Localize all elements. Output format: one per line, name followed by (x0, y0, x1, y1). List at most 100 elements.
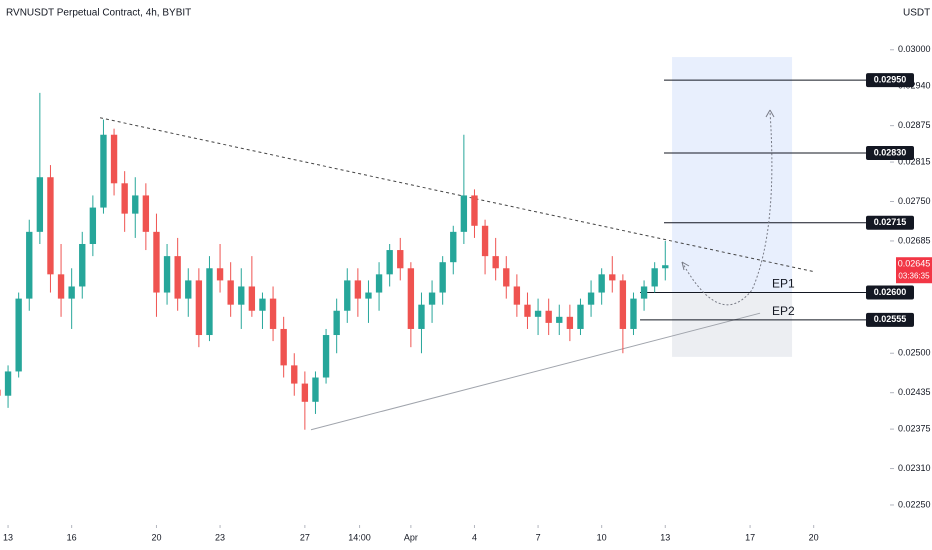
candle-body (153, 231, 160, 293)
level-tag (866, 285, 914, 300)
candle-body (312, 377, 319, 402)
candle-body (418, 304, 425, 329)
x-tick-label: 4 (472, 532, 477, 542)
level-tag (866, 312, 914, 327)
candle-body (375, 274, 383, 293)
candle-body (619, 280, 627, 329)
candle-body (195, 280, 203, 336)
axes: 0.03000 0.02940 0.02875 0.02815 0.02750 0.026… (3, 44, 932, 542)
last-price-tag (896, 257, 932, 284)
x-tick-label: 13 (3, 532, 13, 542)
candle-body (556, 316, 563, 323)
candle-body (100, 134, 107, 208)
candle-body (110, 134, 118, 184)
zone (672, 57, 793, 294)
candle-body (471, 195, 478, 226)
level-tag (866, 73, 914, 88)
candle-body (0, 389, 1, 396)
candle-body (291, 365, 298, 384)
candle-body (354, 280, 362, 299)
candle-body (450, 231, 457, 263)
candle-body (630, 298, 637, 329)
x-tick-label: 20 (151, 532, 161, 542)
y-tick-label: 0.02815 (898, 156, 931, 166)
candle-body (163, 256, 171, 293)
candle-body (132, 195, 139, 214)
candle-body (238, 286, 245, 305)
chart-title: RVNUSDT Perpetual Contract, 4h, BYBIT (6, 8, 191, 19)
candle-body (662, 265, 669, 269)
candle-body (640, 286, 648, 299)
candle-body (481, 225, 489, 257)
y-tick-label: 0.02250 (898, 499, 931, 509)
level-name: EP2 (772, 304, 795, 318)
candle-body (397, 250, 404, 269)
candle-body (269, 298, 277, 329)
y-tick-label: 0.03000 (898, 44, 931, 54)
level-tag (866, 215, 914, 230)
candle-body (428, 292, 436, 305)
level-tag-label: 0.02600 (874, 287, 907, 297)
candle-body (609, 274, 616, 281)
candle-body (503, 268, 510, 287)
candle-body (566, 316, 574, 329)
candle-body (121, 183, 128, 214)
y-tick-label: 0.02500 (898, 348, 931, 358)
candle-body (333, 310, 340, 336)
candle-body (79, 243, 86, 287)
candle-body (216, 268, 224, 281)
drawings: EP1 EP2 (99, 79, 890, 431)
candle-body (174, 256, 181, 299)
y-tick-label: 0.02435 (898, 387, 931, 397)
level-tag-label: 0.02555 (874, 314, 907, 324)
candle-body (301, 383, 309, 402)
candle-body (248, 286, 256, 311)
countdown-label: 03:36:35 (898, 271, 930, 280)
y-tick-label: 0.02310 (898, 463, 931, 473)
level-tag-label: 0.02715 (874, 217, 907, 227)
candle-body (344, 280, 351, 311)
candle-body (227, 280, 234, 305)
trendline (310, 312, 761, 431)
x-tick-label: 23 (215, 532, 225, 542)
candle-body (460, 195, 468, 232)
y-tick-label: 0.02940 (898, 81, 931, 91)
candle-body (57, 274, 65, 299)
candle-body (598, 274, 605, 293)
level-tag-label: 0.02830 (874, 147, 907, 157)
zones (672, 57, 793, 357)
candle-body (4, 371, 12, 396)
level-tag (866, 145, 914, 160)
candle-body (68, 286, 75, 299)
candle-body (651, 268, 658, 287)
last-price-label: 0.02645 (898, 259, 931, 269)
level-name: EP1 (772, 277, 795, 291)
x-tick-label: 7 (536, 532, 541, 542)
candle-body (534, 310, 542, 317)
candle-body (26, 231, 33, 299)
candle-body (185, 280, 192, 299)
candle-body (545, 310, 552, 323)
candle-body (280, 328, 287, 366)
currency-label: USDT (903, 8, 930, 19)
candle-body (142, 195, 150, 232)
y-tick-label: 0.02685 (898, 235, 931, 245)
level-tag-label: 0.02950 (874, 74, 907, 84)
x-tick-label: 27 (300, 532, 310, 542)
x-tick-label: Apr (404, 532, 418, 542)
y-tick-label: 0.02875 (898, 120, 931, 130)
x-tick-label: 20 (809, 532, 819, 542)
candles (0, 92, 669, 430)
trendline (99, 117, 816, 273)
x-tick-label: 16 (67, 532, 77, 542)
y-tick-label: 0.02375 (898, 423, 931, 433)
candle-body (577, 304, 584, 329)
candle-body (365, 292, 372, 299)
candle-body (259, 298, 266, 311)
candle-body (47, 177, 54, 275)
candle-body (492, 256, 499, 269)
candle-body (36, 177, 44, 232)
candle-body (513, 286, 521, 305)
